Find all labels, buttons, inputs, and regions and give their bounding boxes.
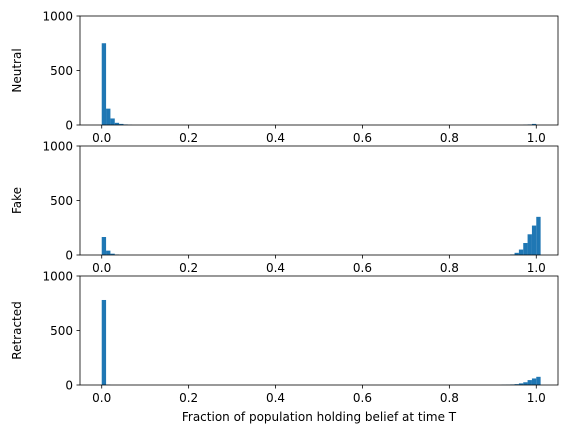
x-tick-label: 0.8 — [440, 131, 459, 145]
x-tick-label: 0.2 — [179, 131, 198, 145]
histogram-bar — [523, 382, 528, 385]
x-tick-label: 0.6 — [353, 391, 372, 405]
histogram-bar — [531, 225, 537, 255]
x-tick-label: 0.8 — [440, 391, 459, 405]
x-tick-label: 0.4 — [266, 391, 285, 405]
x-tick-label: 0.8 — [440, 261, 459, 275]
y-axis-label: Fake — [10, 187, 24, 214]
y-axis-label: Retracted — [10, 301, 24, 359]
histogram-bar — [518, 249, 524, 255]
histogram-bar — [101, 299, 107, 385]
y-tick-label: 0 — [65, 248, 73, 262]
y-tick-label: 1000 — [42, 139, 73, 153]
x-tick-label: 0.4 — [266, 261, 285, 275]
histogram-bar — [527, 380, 532, 385]
y-tick-label: 0 — [65, 118, 73, 132]
x-tick-label: 1.0 — [527, 131, 546, 145]
histogram-bar — [514, 252, 519, 255]
histogram-bar — [527, 234, 532, 255]
x-tick-label: 1.0 — [527, 391, 546, 405]
x-tick-label: 0.6 — [353, 131, 372, 145]
y-tick-label: 500 — [50, 64, 73, 78]
histogram-bar — [531, 123, 537, 125]
y-tick-label: 500 — [50, 324, 73, 338]
histogram-bar — [523, 243, 528, 255]
subplot-3: 0.0 0.2 0.4 0.6 0.8 1.0 0 500 1000 Retracted Fract… — [10, 269, 559, 424]
histogram-bar — [101, 43, 107, 125]
y-tick-label: 500 — [50, 194, 73, 208]
subplot-2: 0.0 0.2 0.4 0.6 0.8 1.0 0 500 1000 Fake — [10, 139, 559, 275]
x-tick-label: 0.0 — [92, 131, 111, 145]
x-axis-label: Fraction of population holding belief at… — [182, 410, 457, 424]
histogram-bar — [531, 378, 537, 385]
histogram-bar — [119, 123, 124, 125]
histogram-bar — [518, 383, 524, 385]
subplot-1: 0.0 0.2 0.4 0.6 0.8 1.0 0 500 1000 Neutral — [10, 9, 559, 145]
y-axis-label: Neutral — [10, 48, 24, 92]
histogram-bar — [110, 118, 115, 125]
histogram-bar — [536, 216, 541, 255]
y-tick-label: 1000 — [42, 269, 73, 283]
histogram-bar — [101, 237, 107, 255]
x-tick-label: 0.2 — [179, 261, 198, 275]
x-tick-label: 0.0 — [92, 391, 111, 405]
histogram-bar — [114, 122, 120, 125]
histogram-bar — [514, 384, 519, 385]
x-tick-label: 0.0 — [92, 261, 111, 275]
histogram-bar — [106, 250, 111, 255]
x-tick-label: 0.2 — [179, 391, 198, 405]
x-tick-label: 0.4 — [266, 131, 285, 145]
histogram-bar — [106, 108, 111, 125]
x-tick-label: 1.0 — [527, 261, 546, 275]
y-tick-label: 0 — [65, 378, 73, 392]
x-tick-label: 0.6 — [353, 261, 372, 275]
histogram-bar — [110, 253, 115, 255]
y-tick-label: 1000 — [42, 9, 73, 23]
histogram-bar — [536, 376, 541, 385]
